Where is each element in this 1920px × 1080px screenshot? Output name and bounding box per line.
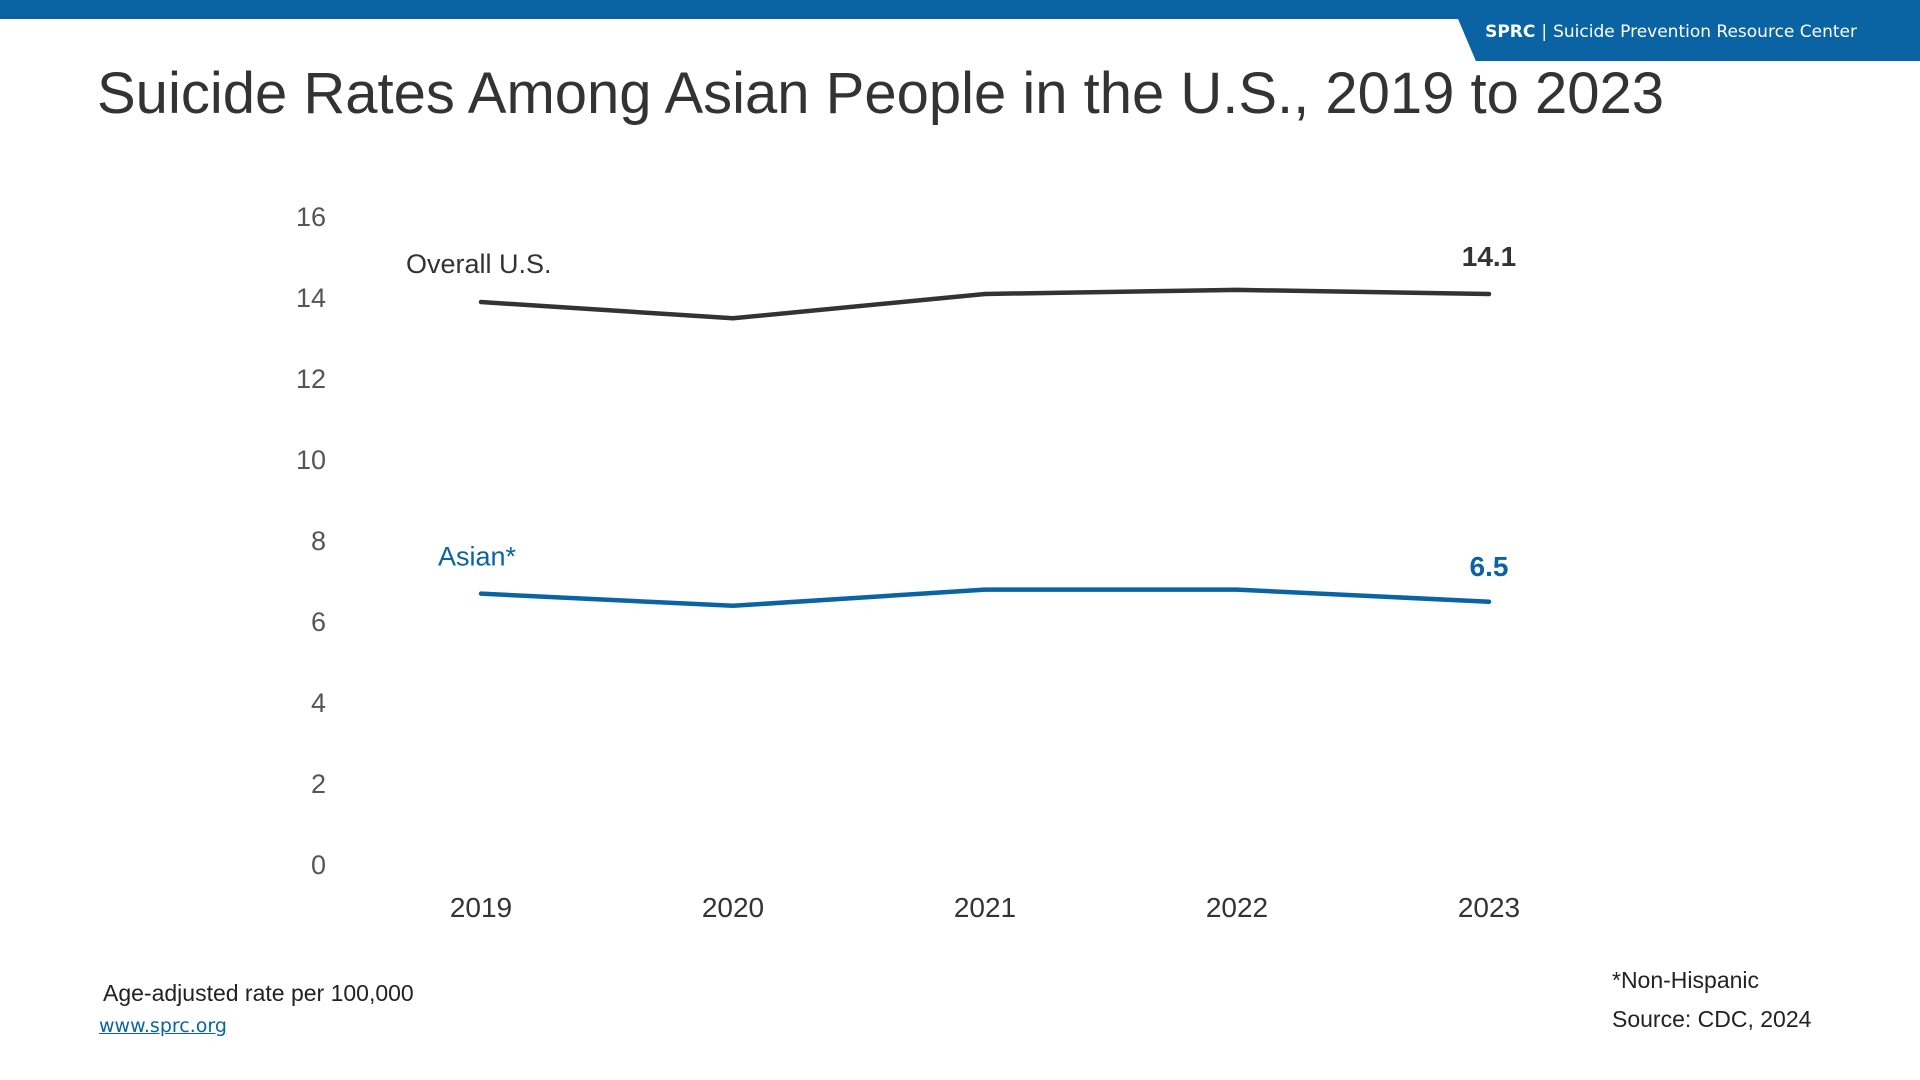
brand-tab — [1450, 0, 1920, 61]
data-point — [983, 587, 987, 592]
data-point — [479, 591, 483, 596]
y-tick-label: 14 — [296, 283, 326, 313]
website-link[interactable]: www.sprc.org — [99, 1015, 227, 1037]
brand-name: Suicide Prevention Resource Center — [1553, 22, 1857, 42]
series-line — [478, 587, 1492, 609]
data-point — [1235, 287, 1239, 292]
top-banner-bar — [0, 0, 1920, 19]
y-tick-label: 6 — [311, 607, 326, 637]
end-value-label: 14.1 — [1462, 241, 1517, 272]
x-tick-label: 2023 — [1458, 892, 1520, 923]
brand-header: SPRC | Suicide Prevention Resource Center — [1485, 22, 1857, 42]
y-tick-label: 10 — [296, 445, 326, 475]
y-tick-label: 8 — [311, 526, 326, 556]
y-tick-label: 4 — [311, 688, 326, 718]
x-tick-label: 2021 — [954, 892, 1016, 923]
data-point — [731, 603, 735, 608]
y-tick-label: 12 — [296, 364, 326, 394]
x-tick-label: 2022 — [1206, 892, 1268, 923]
data-point — [1235, 587, 1239, 592]
chart-title: Suicide Rates Among Asian People in the … — [97, 61, 1665, 126]
y-tick-label: 2 — [311, 769, 326, 799]
data-point — [479, 300, 483, 305]
end-value-label: 6.5 — [1470, 551, 1509, 582]
data-point — [983, 291, 987, 296]
brand-separator: | — [1541, 22, 1548, 42]
y-tick-label: 16 — [296, 202, 326, 232]
x-tick-label: 2020 — [702, 892, 764, 923]
series-name-label: Overall U.S. — [406, 249, 552, 279]
data-point — [1487, 599, 1491, 604]
brand-abbreviation: SPRC — [1485, 22, 1536, 42]
data-point — [731, 316, 735, 321]
non-hispanic-note: *Non-Hispanic — [1612, 967, 1760, 993]
source-citation: Source: CDC, 2024 — [1612, 1006, 1812, 1032]
y-tick-label: 0 — [311, 850, 326, 880]
series-name-label: Asian* — [438, 542, 517, 572]
x-tick-label: 2019 — [450, 892, 512, 923]
units-note: Age-adjusted rate per 100,000 — [103, 980, 414, 1006]
data-point — [1487, 291, 1491, 296]
